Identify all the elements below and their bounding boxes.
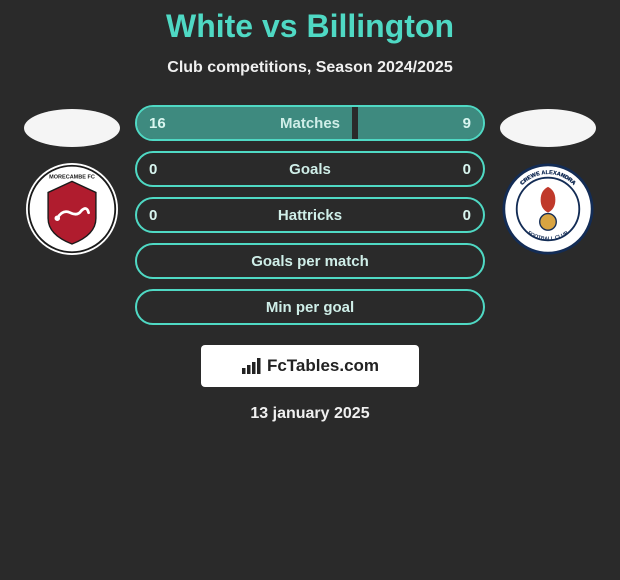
stat-row-hattricks: 0 Hattricks 0	[135, 197, 485, 233]
stat-right-value: 0	[463, 207, 471, 224]
stat-label: Goals per match	[251, 253, 369, 270]
brand-label: FcTables.com	[267, 356, 379, 376]
stat-label: Matches	[280, 115, 340, 132]
stats-column: 16 Matches 9 0 Goals 0 0 Hattricks 0 G	[135, 105, 485, 325]
crewe-badge-icon: CREWE ALEXANDRA CREWE ALEXANDRA FOOTBALL…	[502, 159, 594, 259]
stat-row-min-per-goal: Min per goal	[135, 289, 485, 325]
chart-icon	[241, 357, 263, 375]
brand-link[interactable]: FcTables.com	[201, 345, 419, 387]
left-club-badge: MORECAMBE FC	[26, 163, 118, 255]
stat-row-matches: 16 Matches 9	[135, 105, 485, 141]
right-club-badge: CREWE ALEXANDRA CREWE ALEXANDRA FOOTBALL…	[502, 163, 594, 255]
page-title: White vs Billington	[0, 8, 620, 45]
stat-right-value: 9	[463, 115, 471, 132]
main-row: MORECAMBE FC 16 Matches 9 0 Goals 0	[0, 105, 620, 325]
subtitle: Club competitions, Season 2024/2025	[0, 59, 620, 77]
comparison-widget: White vs Billington Club competitions, S…	[0, 0, 620, 423]
left-player-avatar	[24, 109, 120, 147]
stat-right-value: 0	[463, 161, 471, 178]
morecambe-badge-icon: MORECAMBE FC	[26, 163, 118, 255]
right-player-avatar	[500, 109, 596, 147]
stat-left-value: 16	[149, 115, 166, 132]
stat-label: Hattricks	[278, 207, 342, 224]
stat-label: Goals	[289, 161, 331, 178]
svg-text:MORECAMBE FC: MORECAMBE FC	[49, 175, 95, 181]
stat-row-goals-per-match: Goals per match	[135, 243, 485, 279]
right-player-col: CREWE ALEXANDRA CREWE ALEXANDRA FOOTBALL…	[499, 105, 597, 255]
left-player-col: MORECAMBE FC	[23, 105, 121, 255]
date-label: 13 january 2025	[0, 405, 620, 423]
stat-left-value: 0	[149, 207, 157, 224]
stat-left-value: 0	[149, 161, 157, 178]
stat-label: Min per goal	[266, 299, 354, 316]
stat-row-goals: 0 Goals 0	[135, 151, 485, 187]
